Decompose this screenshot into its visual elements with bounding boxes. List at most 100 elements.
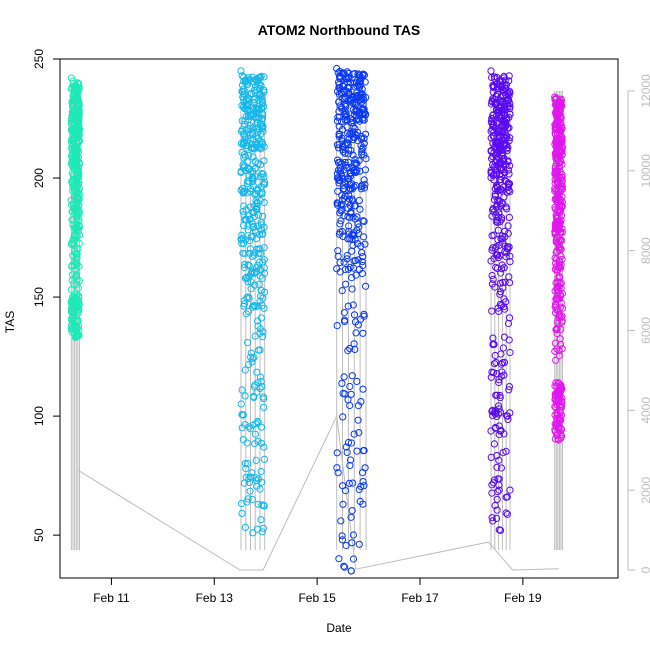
data-point [238,81,247,89]
data-point [502,119,510,128]
data-point [336,258,344,267]
data-point [488,271,496,280]
data-point [552,356,560,364]
data-point [353,447,361,455]
data-point [244,339,252,347]
data-point [67,286,76,294]
data-point [348,285,356,293]
data-point [333,170,341,178]
data-point [341,113,349,121]
data-point [257,82,265,90]
data-point [356,497,364,505]
data-point [500,430,508,438]
data-point [69,158,78,166]
data-point [500,358,509,366]
data-point [242,215,250,223]
plot-frame [59,58,619,579]
data-point [70,143,78,151]
data-point [499,278,507,287]
data-point [551,179,559,187]
data-point [352,100,361,108]
data-point [495,486,503,494]
data-point [493,514,501,523]
data-point [555,310,564,318]
data-point [244,459,252,468]
data-point [487,257,495,265]
data-point [493,412,501,421]
data-point-min [496,526,505,535]
data-point [351,133,359,141]
data-point [354,402,363,410]
data-point [346,456,355,464]
data-point [355,223,363,231]
data-point [250,251,258,259]
data-point [360,176,368,184]
data-point [345,227,353,235]
data-point [360,217,368,225]
data-point [355,540,363,548]
data-point [497,185,505,193]
data-point-min [71,333,80,342]
data-point [249,124,257,132]
data-point [498,157,506,165]
data-point [73,291,81,299]
data-point [253,106,261,114]
data-point [487,453,495,461]
data-point [250,144,258,152]
data-point [237,500,246,508]
data-point [244,307,253,316]
data-point [75,195,83,203]
data-point [240,211,248,219]
data-point [553,239,562,247]
data-point [502,203,510,211]
data-point [348,119,356,127]
data-point [360,310,368,318]
data-point [491,283,499,291]
data-point [356,205,364,213]
data-point [551,402,559,411]
data-point [557,264,565,272]
data-point [495,405,503,413]
data-point [248,469,256,477]
data-point [487,174,495,182]
data-point [504,415,512,423]
data-point [359,70,367,78]
data-point [345,186,353,194]
data-point [489,369,498,377]
data-point [495,402,503,410]
data-point [238,386,246,394]
data-point [497,159,505,167]
data-point [341,487,350,495]
data-point [340,166,348,174]
data-point [246,216,254,224]
data-point [353,240,362,248]
data-point [503,147,511,155]
data-point [553,234,561,242]
data-point [239,85,247,93]
data-point [492,243,500,251]
data-point [72,177,80,185]
data-point [489,340,497,348]
data-point [338,536,346,544]
data-point [347,439,355,447]
data-point [338,125,347,134]
data-point [504,90,512,98]
data-point [359,329,367,337]
data-point [347,513,355,521]
data-point [74,132,82,140]
data-point [360,482,368,490]
data-point [259,100,267,108]
data-point [244,278,252,286]
data-point [344,150,352,158]
data-point [361,181,369,189]
y-tick-label: 50 [32,528,46,542]
data-point [344,265,352,273]
x-tick-label: Feb 17 [401,591,439,605]
data-point [351,156,359,164]
data-point [506,188,514,196]
data-point [249,355,257,363]
data-point [258,274,266,282]
data-point [338,287,346,295]
data-point [336,102,344,110]
